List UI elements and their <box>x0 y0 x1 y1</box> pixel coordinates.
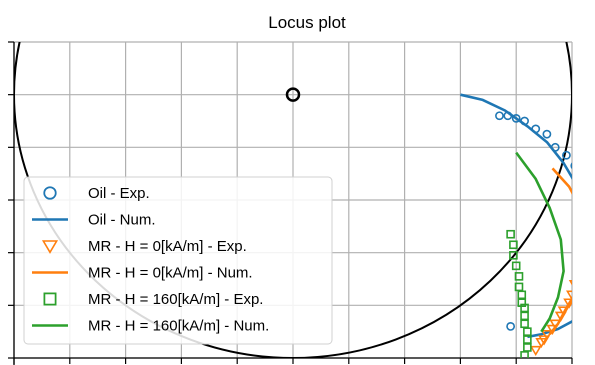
data-point-mr-h-160-ka-m-exp <box>523 335 532 344</box>
series-markers-mr-h-0-ka-m-exp <box>529 249 585 357</box>
series-markers-mr-h-160-ka-m-exp <box>506 229 532 358</box>
data-point-mr-h-0-ka-m-exp <box>563 298 572 309</box>
series-line-mr-h-0-ka-m-num <box>548 167 572 336</box>
data-point-mr-h-160-ka-m-exp <box>509 251 518 260</box>
data-point-oil-exp <box>562 150 571 160</box>
data-point-mr-h-0-ka-m-exp <box>529 345 542 357</box>
data-point-mr-h-160-ka-m-exp <box>511 261 521 271</box>
chart-title: Locus plot <box>268 13 346 32</box>
data-point-mr-h-160-ka-m-exp <box>520 351 529 358</box>
data-point-oil-exp <box>585 244 592 251</box>
legend-marker-handle <box>41 240 59 254</box>
data-point-mr-h-0-ka-m-exp <box>540 330 553 341</box>
legend-marker-handle <box>43 292 57 306</box>
data-point-mr-h-160-ka-m-exp <box>523 327 532 336</box>
data-point-mr-h-160-ka-m-exp <box>520 319 529 329</box>
data-point-mr-h-160-ka-m-exp <box>520 311 529 321</box>
data-point-oil-exp <box>570 162 572 170</box>
legend-label: Oil - Num. <box>88 212 156 229</box>
legend: Oil - Exp. Oil - Num. MR - H = 0[kA/m] - E… <box>23 176 333 345</box>
data-point-mr-h-160-ka-m-exp <box>520 303 529 313</box>
data-point-mr-h-0-ka-m-exp <box>535 337 548 349</box>
legend-label: MR - H = 160[kA/m] - Num. <box>88 318 269 335</box>
data-point-oil-exp <box>577 173 584 180</box>
data-point-oil-exp <box>542 129 552 139</box>
data-point-oil-exp <box>585 223 592 230</box>
series-group <box>460 93 595 358</box>
data-point-mr-h-0-ka-m-exp <box>538 335 551 346</box>
center-marker <box>285 87 301 102</box>
reference-layer <box>14 42 572 358</box>
legend-label: MR - H = 160[kA/m] - Exp. <box>88 291 263 308</box>
series-line-mr-h-160-ka-m-num <box>515 151 565 333</box>
legend-marker-handle <box>43 186 57 200</box>
data-point-mr-h-160-ka-m-exp <box>517 290 527 300</box>
data-point-mr-h-160-ka-m-exp <box>523 343 532 352</box>
data-point-mr-h-0-ka-m-exp <box>576 249 585 257</box>
legend-label: MR - H = 0[kA/m] - Exp. <box>88 238 247 255</box>
data-point-oil-exp <box>588 194 595 201</box>
data-point-oil-exp <box>506 321 516 331</box>
data-point-mr-h-0-ka-m-exp <box>566 290 572 301</box>
data-point-mr-h-0-ka-m-exp <box>576 257 585 265</box>
data-point-mr-h-160-ka-m-exp <box>514 282 524 292</box>
legend-label: MR - H = 0[kA/m] - Num. <box>88 265 253 282</box>
legend-box <box>23 176 333 345</box>
legend-label: Oil - Exp. <box>88 185 150 202</box>
data-point-oil-exp <box>582 268 589 275</box>
series-line-oil-num <box>460 93 572 339</box>
data-point-mr-h-160-ka-m-exp <box>509 240 518 250</box>
data-point-mr-h-160-ka-m-exp <box>506 229 515 239</box>
series-markers-oil-exp <box>495 111 595 331</box>
data-point-oil-exp <box>511 113 521 123</box>
data-point-mr-h-160-ka-m-exp <box>514 272 524 281</box>
data-point-oil-exp <box>495 111 504 121</box>
plot-area <box>460 93 595 358</box>
